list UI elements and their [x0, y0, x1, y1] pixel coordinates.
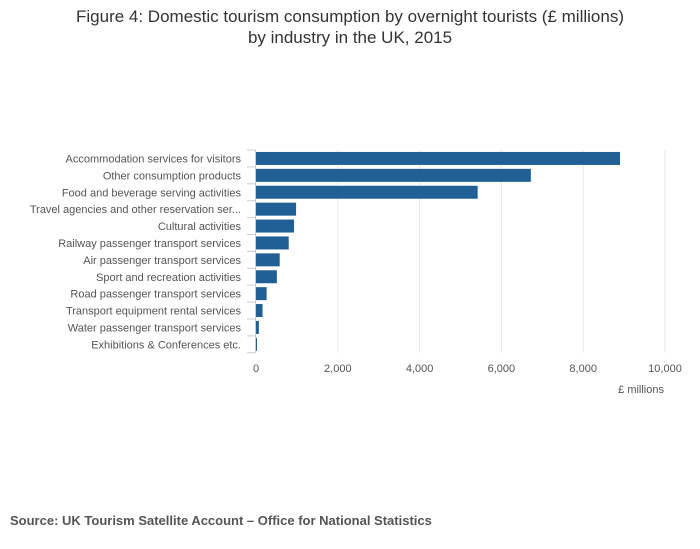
x-tick-label: 4,000 [406, 363, 434, 375]
bar [256, 236, 289, 250]
category-label: Accommodation services for visitors [66, 153, 242, 165]
category-label: Exhibitions & Conferences etc. [91, 339, 241, 351]
category-label: Travel agencies and other reservation se… [30, 204, 241, 216]
source-note: Source: UK Tourism Satellite Account – O… [10, 513, 432, 528]
bar [256, 253, 280, 267]
x-tick-label: 2,000 [324, 363, 352, 375]
x-tick-label: 8,000 [569, 363, 597, 375]
x-axis-label: £ millions [618, 384, 664, 396]
chart-title-line-2: by industry in the UK, 2015 [247, 28, 453, 47]
bar [256, 151, 621, 165]
category-label: Water passenger transport services [68, 322, 242, 334]
category-label: Railway passenger transport services [58, 238, 241, 250]
bar [256, 287, 267, 301]
category-label: Cultural activities [158, 221, 242, 233]
bar [256, 219, 295, 233]
bar [256, 168, 531, 182]
category-label: Transport equipment rental services [66, 306, 242, 318]
bar-layer [256, 151, 621, 351]
chart-title-line-1: Figure 4: Domestic tourism consumption b… [76, 7, 624, 26]
bar [256, 304, 263, 318]
grid-layer [337, 150, 666, 353]
category-axis [247, 149, 256, 354]
category-label: Air passenger transport services [83, 255, 241, 267]
chart-title: Figure 4: Domestic tourism consumption b… [0, 6, 700, 48]
category-label: Sport and recreation activities [96, 272, 241, 284]
bar [256, 202, 297, 216]
x-tick-label: 0 [253, 363, 259, 375]
category-label: Other consumption products [103, 170, 242, 182]
category-label: Food and beverage serving activities [62, 187, 242, 199]
bar [256, 185, 478, 199]
x-tick-label: 6,000 [488, 363, 516, 375]
x-tick-label: 10,000 [648, 363, 682, 375]
category-labels: Accommodation services for visitors Other… [30, 153, 242, 351]
category-label: Road passenger transport services [70, 289, 241, 301]
bar [256, 270, 277, 284]
bar [256, 337, 257, 351]
x-axis-ticks: 0 2,000 4,000 6,000 8,000 10,000 [253, 363, 682, 375]
bar [256, 320, 259, 334]
